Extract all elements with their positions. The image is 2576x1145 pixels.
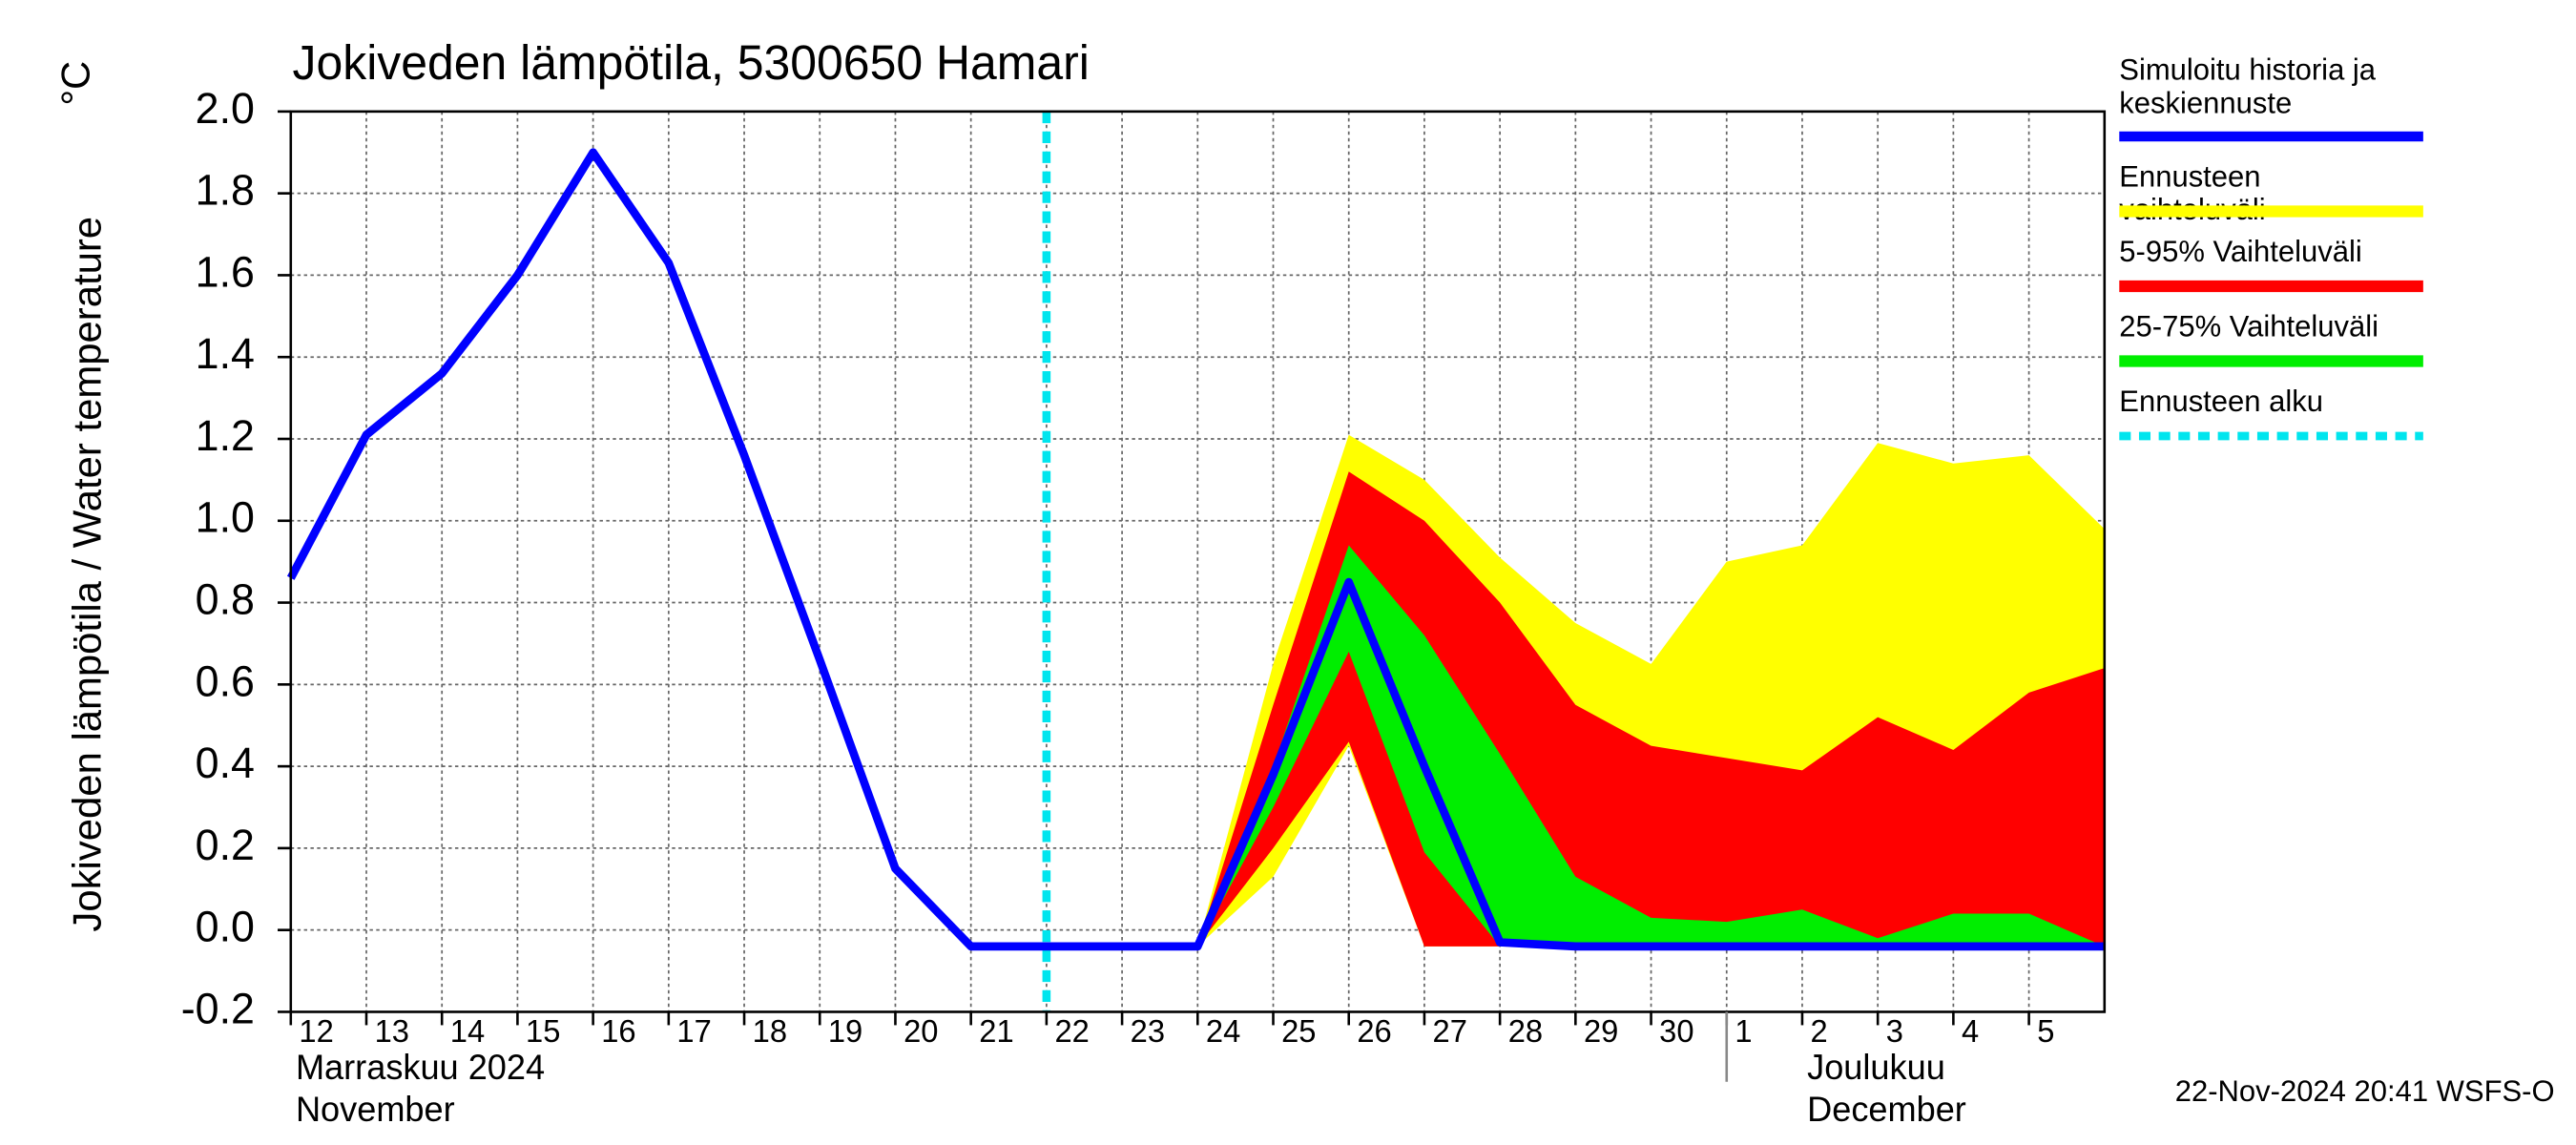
- y-tick-label: 0.2: [196, 821, 255, 869]
- chart-title: Jokiveden lämpötila, 5300650 Hamari: [293, 36, 1090, 90]
- y-tick-label: -0.2: [181, 984, 255, 1032]
- x-tick-label: 30: [1659, 1013, 1693, 1049]
- legend: Simuloitu historia ja keskiennuste Ennust…: [2119, 52, 2423, 441]
- legend-label: Simuloitu historia ja keskiennuste: [2119, 52, 2377, 120]
- x-tick-label: 24: [1206, 1013, 1240, 1049]
- x-tick-label: 25: [1281, 1013, 1316, 1049]
- x-tick-label: 26: [1357, 1013, 1391, 1049]
- x-tick-label: 23: [1131, 1013, 1165, 1049]
- x-tick-label: 13: [375, 1013, 409, 1049]
- x-tick-label: 2: [1811, 1013, 1828, 1049]
- y-tick-label: 1.4: [196, 329, 255, 378]
- legend-label: Ennusteen alku: [2119, 384, 2323, 418]
- x-tick-label: 18: [753, 1013, 787, 1049]
- plot-frame: [289, 110, 2107, 1013]
- y-axis-label: Jokiveden lämpötila / Water temperature: [65, 217, 110, 932]
- y-axis-unit: °C: [53, 61, 98, 106]
- x-tick-label: 28: [1508, 1013, 1543, 1049]
- x-tick-label: 3: [1886, 1013, 1903, 1049]
- legend-label: 5-95% Vaihteluväli: [2119, 234, 2362, 268]
- x-tick-label: 27: [1433, 1013, 1467, 1049]
- y-tick-label: 0.6: [196, 656, 255, 705]
- x-tick-label: 12: [299, 1013, 333, 1049]
- month-label: Marraskuu 2024: [296, 1048, 545, 1087]
- y-tick-label: 1.2: [196, 411, 255, 460]
- legend-label: 5-95% Vaihteluväli: [2119, 234, 2362, 268]
- month-label: November: [296, 1090, 455, 1129]
- x-tick-label: 19: [828, 1013, 862, 1049]
- legend-label: Ennusteen vaihteluväli: [2119, 159, 2265, 226]
- x-tick-label: 22: [1054, 1013, 1089, 1049]
- y-tick-label: 0.0: [196, 902, 255, 950]
- forecast-band: [1197, 545, 2105, 947]
- y-tick-label: 1.6: [196, 247, 255, 296]
- plot-area: [278, 110, 2105, 1026]
- legend-label: 25-75% Vaihteluväli: [2119, 309, 2379, 344]
- legend-label: Ennusteen alku: [2119, 384, 2323, 418]
- x-tick-label: 4: [1962, 1013, 1979, 1049]
- legend-label: 25-75% Vaihteluväli: [2119, 309, 2379, 344]
- month-label: December: [1807, 1090, 1966, 1129]
- x-tick-label: 1: [1735, 1013, 1752, 1049]
- timestamp: 22-Nov-2024 20:41 WSFS-O: [2175, 1074, 2555, 1108]
- y-tick-label: 1.8: [196, 165, 255, 214]
- x-tick-label: 17: [676, 1013, 711, 1049]
- x-tick-label: 29: [1584, 1013, 1618, 1049]
- y-tick-label: 0.4: [196, 739, 255, 787]
- x-tick-label: 5: [2037, 1013, 2054, 1049]
- series-line: [286, 148, 2105, 951]
- x-tick-label: 20: [904, 1013, 938, 1049]
- x-tick-label: 16: [601, 1013, 635, 1049]
- x-tick-label: 15: [526, 1013, 560, 1049]
- x-tick-label: 21: [979, 1013, 1013, 1049]
- legend-label: Simuloitu historia ja keskiennuste: [2119, 52, 2377, 120]
- month-label: Joulukuu: [1807, 1048, 1945, 1087]
- y-tick-label: 1.0: [196, 492, 255, 541]
- y-tick-label: 0.8: [196, 574, 255, 623]
- x-tick-label: 14: [450, 1013, 485, 1049]
- y-tick-label: 2.0: [196, 84, 255, 133]
